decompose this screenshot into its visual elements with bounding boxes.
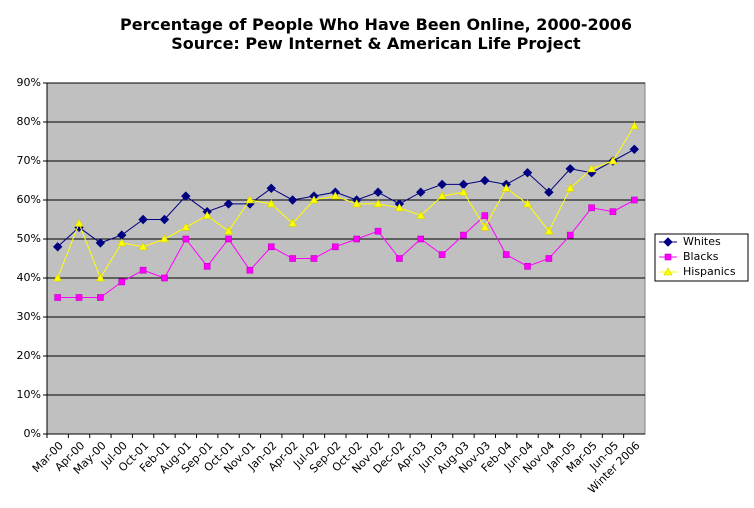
data-point xyxy=(609,208,617,215)
y-tick-label: 30% xyxy=(17,310,41,323)
data-point xyxy=(502,251,510,258)
data-point xyxy=(481,212,489,219)
data-point xyxy=(159,214,170,225)
data-point xyxy=(332,243,339,251)
data-point xyxy=(181,222,191,231)
data-point xyxy=(394,203,404,212)
data-point xyxy=(373,199,383,208)
data-point xyxy=(396,255,403,262)
y-tick-label: 0% xyxy=(24,427,41,440)
data-point xyxy=(289,255,296,262)
data-point xyxy=(75,294,83,301)
data-point xyxy=(587,164,597,173)
data-point xyxy=(458,187,468,196)
data-point xyxy=(288,218,298,227)
data-point xyxy=(437,179,447,190)
data-point xyxy=(161,274,168,282)
y-tick-label: 90% xyxy=(17,76,41,89)
data-point xyxy=(203,262,211,270)
y-tick-label: 40% xyxy=(17,271,41,284)
data-point xyxy=(53,273,63,282)
data-point xyxy=(139,266,147,274)
data-point xyxy=(246,266,254,274)
data-point xyxy=(417,235,425,243)
data-point xyxy=(287,195,298,205)
data-point xyxy=(245,195,255,204)
data-point xyxy=(437,191,447,200)
y-tick-label: 20% xyxy=(17,349,41,362)
data-point xyxy=(588,204,595,212)
data-point xyxy=(159,234,169,243)
data-point xyxy=(266,183,276,194)
data-point xyxy=(416,187,426,197)
data-point xyxy=(631,196,638,204)
data-point xyxy=(374,227,382,235)
data-point xyxy=(138,214,148,225)
data-point xyxy=(460,231,467,239)
data-point xyxy=(608,156,618,165)
series-line xyxy=(57,199,635,298)
data-point xyxy=(416,210,426,219)
data-point xyxy=(225,235,232,243)
data-point xyxy=(223,199,234,209)
y-tick-label: 10% xyxy=(17,388,41,401)
data-point xyxy=(438,251,446,258)
data-point xyxy=(95,273,105,282)
legend-label: Whites xyxy=(683,235,721,248)
data-point xyxy=(74,218,84,227)
data-point xyxy=(181,191,191,201)
data-point xyxy=(480,175,490,186)
chart-title: Percentage of People Who Have Been Onlin… xyxy=(120,15,632,34)
data-point xyxy=(629,144,640,155)
data-point xyxy=(566,231,574,239)
y-tick-label: 60% xyxy=(17,193,41,206)
chart-subtitle: Source: Pew Internet & American Life Pro… xyxy=(171,34,581,53)
data-point xyxy=(330,191,340,200)
data-point xyxy=(501,183,511,192)
plot-area xyxy=(46,82,646,435)
y-tick-label: 80% xyxy=(17,115,41,128)
legend-marker xyxy=(664,253,672,261)
data-point xyxy=(309,195,319,204)
data-point xyxy=(310,255,318,262)
y-tick-label: 50% xyxy=(17,232,41,245)
data-point xyxy=(54,294,61,301)
data-point xyxy=(182,235,190,243)
data-point xyxy=(544,187,554,197)
data-point xyxy=(629,121,639,130)
data-point xyxy=(52,242,63,252)
data-point xyxy=(97,294,104,301)
data-point xyxy=(524,262,531,270)
data-point xyxy=(565,183,575,192)
data-point xyxy=(118,278,126,286)
data-point xyxy=(523,199,533,208)
data-point xyxy=(267,243,275,251)
data-point xyxy=(565,164,575,174)
data-point xyxy=(544,226,554,235)
data-point xyxy=(138,242,148,251)
y-tick-label: 70% xyxy=(17,154,41,167)
data-point xyxy=(480,222,490,231)
legend-marker xyxy=(663,267,673,276)
series-line xyxy=(57,125,635,280)
data-point xyxy=(352,199,362,208)
legend-marker xyxy=(663,237,673,247)
data-point xyxy=(266,199,276,208)
data-point xyxy=(373,187,383,197)
series-line xyxy=(57,148,635,248)
data-point xyxy=(545,255,553,262)
data-point xyxy=(95,238,106,248)
data-point xyxy=(522,167,533,178)
legend-label: Hispanics xyxy=(683,265,736,278)
data-point xyxy=(202,210,212,219)
data-point xyxy=(117,238,127,247)
data-point xyxy=(353,235,360,243)
data-point xyxy=(224,226,234,235)
legend-label: Blacks xyxy=(683,250,719,263)
